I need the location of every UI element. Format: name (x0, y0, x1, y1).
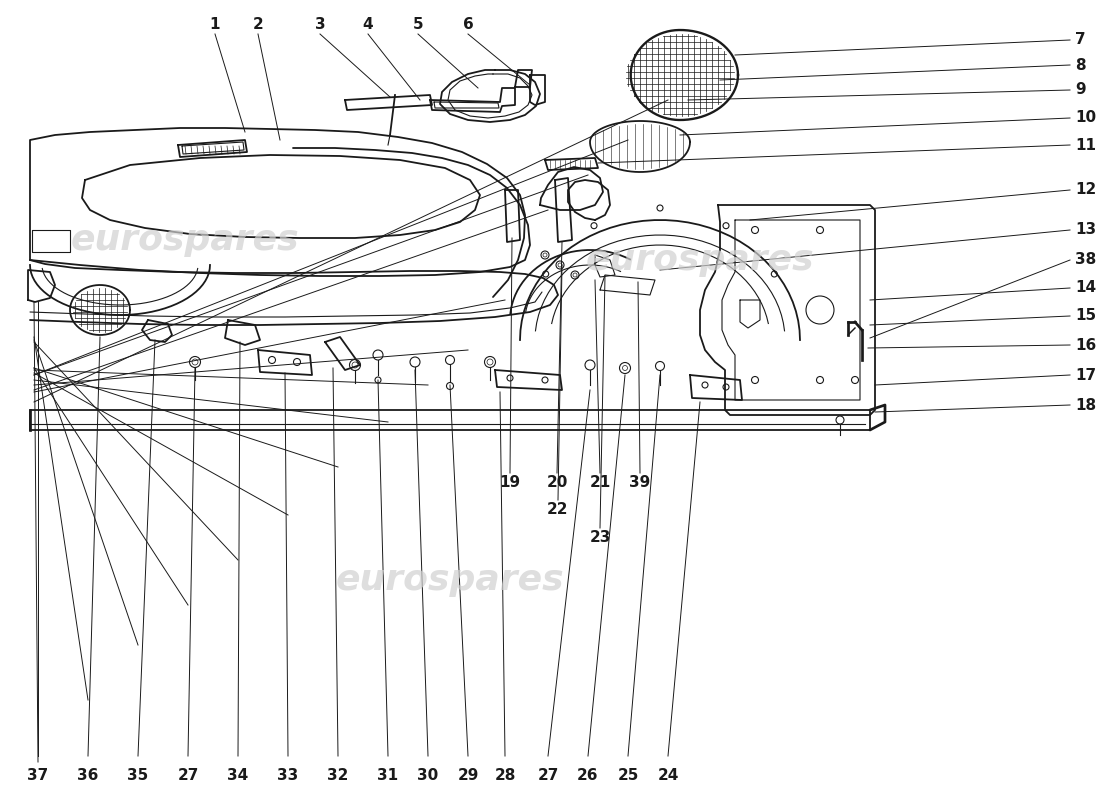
Text: 3: 3 (315, 17, 326, 32)
Text: 16: 16 (1075, 338, 1097, 353)
Text: 27: 27 (177, 768, 199, 783)
Text: 37: 37 (28, 768, 48, 783)
Text: 14: 14 (1075, 281, 1096, 295)
Text: 17: 17 (1075, 367, 1096, 382)
Text: 27: 27 (537, 768, 559, 783)
Text: 38: 38 (1075, 253, 1097, 267)
Text: 34: 34 (228, 768, 249, 783)
Text: eurospares: eurospares (336, 563, 564, 597)
Text: 5: 5 (412, 17, 424, 32)
Text: 2: 2 (253, 17, 263, 32)
Text: 19: 19 (499, 475, 520, 490)
Text: 11: 11 (1075, 138, 1096, 153)
Text: 15: 15 (1075, 309, 1096, 323)
Text: 9: 9 (1075, 82, 1086, 98)
Text: 10: 10 (1075, 110, 1096, 126)
Text: 33: 33 (277, 768, 298, 783)
Text: 22: 22 (548, 502, 569, 517)
Text: eurospares: eurospares (70, 223, 299, 257)
Text: 29: 29 (458, 768, 478, 783)
Text: 4: 4 (363, 17, 373, 32)
Text: 35: 35 (128, 768, 148, 783)
Text: 21: 21 (590, 475, 610, 490)
Text: 25: 25 (617, 768, 639, 783)
Text: 26: 26 (578, 768, 598, 783)
Text: 18: 18 (1075, 398, 1096, 413)
Text: 13: 13 (1075, 222, 1096, 238)
Text: 12: 12 (1075, 182, 1097, 198)
Text: 7: 7 (1075, 33, 1086, 47)
Text: 36: 36 (77, 768, 99, 783)
Text: eurospares: eurospares (585, 243, 814, 277)
Text: 8: 8 (1075, 58, 1086, 73)
Text: 1: 1 (210, 17, 220, 32)
Text: 30: 30 (417, 768, 439, 783)
Text: 28: 28 (494, 768, 516, 783)
Text: 32: 32 (328, 768, 349, 783)
Text: 39: 39 (629, 475, 650, 490)
Text: 20: 20 (547, 475, 568, 490)
Text: 24: 24 (658, 768, 679, 783)
Text: 31: 31 (377, 768, 398, 783)
Text: 23: 23 (590, 530, 610, 545)
Text: 6: 6 (463, 17, 473, 32)
